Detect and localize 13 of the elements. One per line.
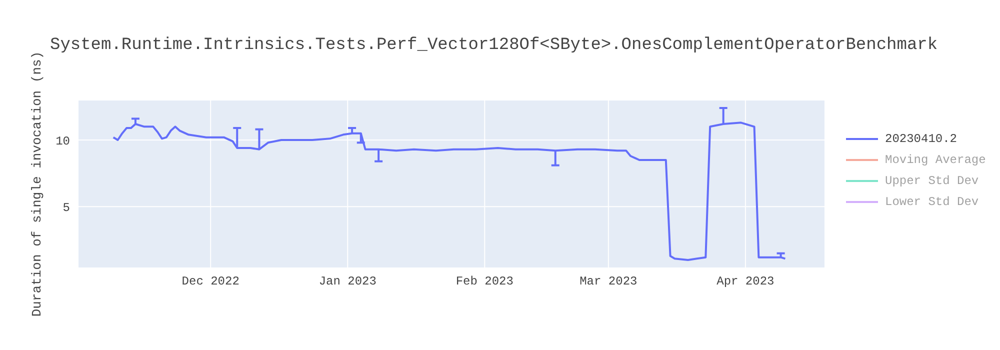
chart-title: System.Runtime.Intrinsics.Tests.Perf_Vector128Of<SByte>.OnesComplementOperatorBenchmark bbox=[50, 36, 938, 55]
legend-label: 20230410.2 bbox=[885, 132, 958, 146]
x-tick-label: Jan 2023 bbox=[318, 274, 376, 289]
legend-label: Upper Std Dev bbox=[885, 174, 979, 188]
y-axis-title: Duration of single invocation (ns) bbox=[30, 51, 44, 317]
x-tick-label: Feb 2023 bbox=[456, 274, 514, 289]
x-tick-label: Apr 2023 bbox=[716, 274, 774, 289]
y-tick-label: 10 bbox=[56, 134, 70, 148]
x-tick-label: Mar 2023 bbox=[580, 274, 638, 289]
x-tick-label: Dec 2022 bbox=[182, 274, 240, 289]
y-tick-label: 5 bbox=[62, 200, 70, 215]
legend-label: Moving Average bbox=[885, 152, 986, 166]
legend-label: Lower Std Dev bbox=[885, 194, 979, 208]
